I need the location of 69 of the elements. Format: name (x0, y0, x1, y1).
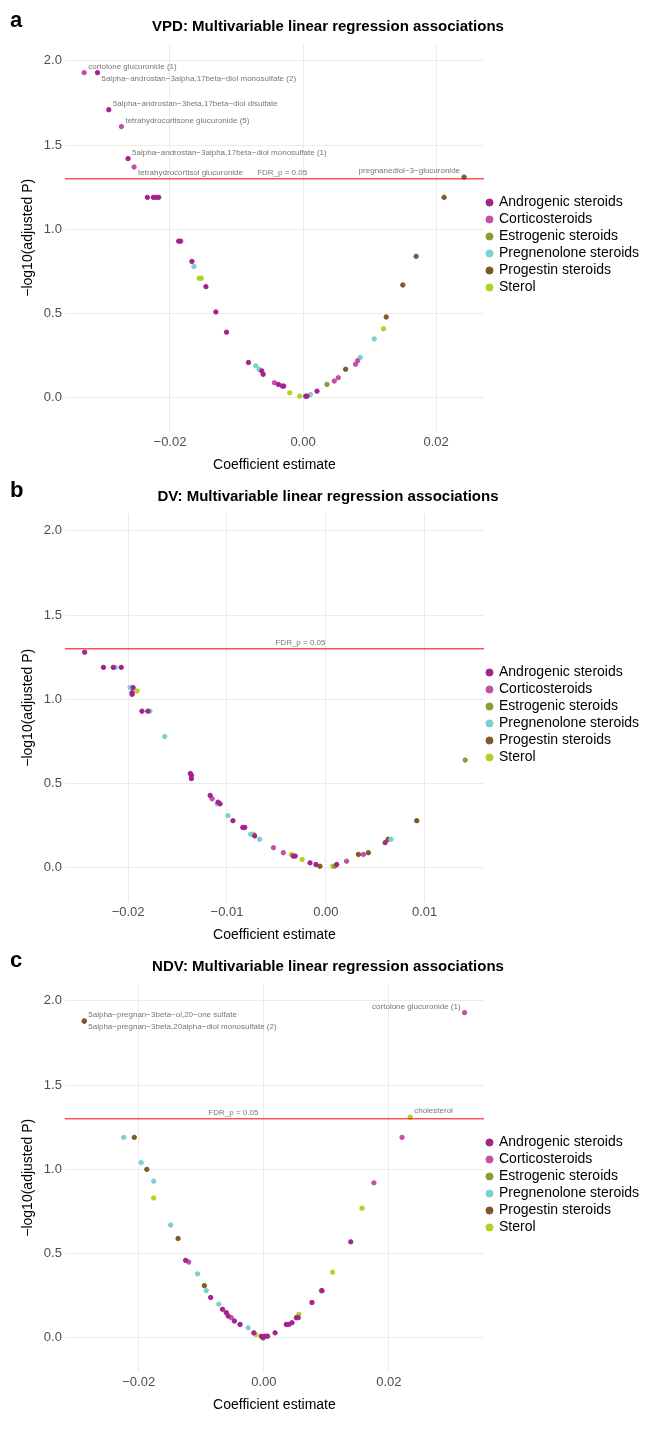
y-tick-label: 0.0 (43, 859, 62, 875)
legend-label: Pregnenolone steroids (499, 244, 640, 261)
y-axis-title: −log10(adjusted P) (19, 648, 36, 767)
y-tick-label: 1.5 (43, 1076, 62, 1092)
annotation: pregnanediol−3−glucuronide (358, 166, 461, 176)
x-tick-label: 0.00 (313, 903, 339, 919)
y-tick-label: 2.0 (43, 522, 62, 538)
annotation: cortolone glucuronide (1) (88, 61, 177, 71)
x-axis-title: Coefficient estimate (213, 1396, 336, 1413)
text: c (10, 947, 23, 973)
y-tick-label: 1.0 (43, 1160, 62, 1176)
x-axis-title: Coefficient estimate (213, 926, 336, 943)
y-tick-label: 1.0 (43, 220, 62, 236)
annotation: tetrahydrocortisone glucuronide (5) (125, 115, 250, 125)
y-tick-label: 0.5 (43, 305, 62, 321)
x-tick-label: −0.02 (111, 903, 145, 919)
text: a (10, 7, 23, 33)
legend-label: Progestin steroids (499, 261, 612, 278)
annotation: tetrahydrocortisol glucuronide (138, 168, 244, 178)
legend-label: Corticosteroids (499, 1150, 593, 1167)
legend-label: Estrogenic steroids (499, 1167, 619, 1184)
x-axis-title: Coefficient estimate (213, 456, 336, 473)
y-axis-title: −log10(adjusted P) (19, 178, 36, 297)
y-tick-label: 0.0 (43, 389, 62, 405)
y-tick-label: 2.0 (43, 52, 62, 68)
y-tick-label: 1.5 (43, 606, 62, 622)
y-tick-label: 0.5 (43, 1245, 62, 1261)
annotation: cortolone glucuronide (1) (372, 1001, 461, 1011)
annotation: FDR_p = 0.05 (208, 1108, 259, 1118)
x-tick-label: 0.01 (412, 903, 438, 919)
legend-label: Pregnenolone steroids (499, 714, 640, 731)
legend-label: Progestin steroids (499, 1201, 612, 1218)
y-axis-title: −log10(adjusted P) (19, 1118, 36, 1237)
chart-title: DV: Multivariable linear regression associations (157, 487, 499, 505)
legend-label: Corticosteroids (499, 210, 593, 227)
chart-title: NDV: Multivariable linear regression associations (152, 957, 504, 975)
y-tick-label: 0.5 (43, 775, 62, 791)
x-tick-label: −0.02 (122, 1373, 156, 1389)
x-tick-label: −0.01 (210, 903, 244, 919)
legend-label: Androgenic steroids (499, 1133, 623, 1150)
legend-label: Estrogenic steroids (499, 227, 619, 244)
annotation: 5alpha−androstan−3alpha,17beta−diol monosulfate (2) (101, 73, 297, 83)
legend-label: Sterol (499, 1218, 536, 1235)
chart-title: VPD: Multivariable linear regression associations (152, 17, 504, 35)
text: b (10, 477, 24, 503)
y-tick-label: 0.0 (43, 1329, 62, 1345)
x-tick-label: 0.00 (251, 1373, 277, 1389)
legend-label: Sterol (499, 278, 536, 295)
legend-label: Androgenic steroids (499, 193, 623, 210)
annotation: 5alpha−pregnan−3beta,20alpha−diol monosulfate (2) (88, 1022, 277, 1032)
annotation: 5alpha−androstan−3beta,17beta−diol disulfate (112, 98, 279, 108)
x-tick-label: 0.02 (423, 433, 449, 449)
legend-label: Sterol (499, 748, 536, 765)
x-tick-label: 0.02 (376, 1373, 402, 1389)
annotation: cholesterol (414, 1106, 454, 1116)
annotation: 5alpha−pregnan−3beta−ol,20−one sulfate (88, 1010, 238, 1020)
annotation: FDR_p = 0.05 (257, 168, 308, 178)
legend-label: Corticosteroids (499, 680, 593, 697)
legend-label: Estrogenic steroids (499, 697, 619, 714)
y-tick-label: 1.5 (43, 136, 62, 152)
x-tick-label: −0.02 (153, 433, 187, 449)
legend-label: Androgenic steroids (499, 663, 623, 680)
y-tick-label: 1.0 (43, 690, 62, 706)
annotation: FDR_p = 0.05 (275, 638, 327, 648)
legend-label: Pregnenolone steroids (499, 1184, 640, 1201)
y-tick-label: 2.0 (43, 992, 62, 1008)
x-tick-label: 0.00 (290, 433, 316, 449)
annotation: 5alpha−androstan−3alpha,17beta−diol monosulfate (1) (132, 147, 327, 157)
legend-label: Progestin steroids (499, 731, 612, 748)
